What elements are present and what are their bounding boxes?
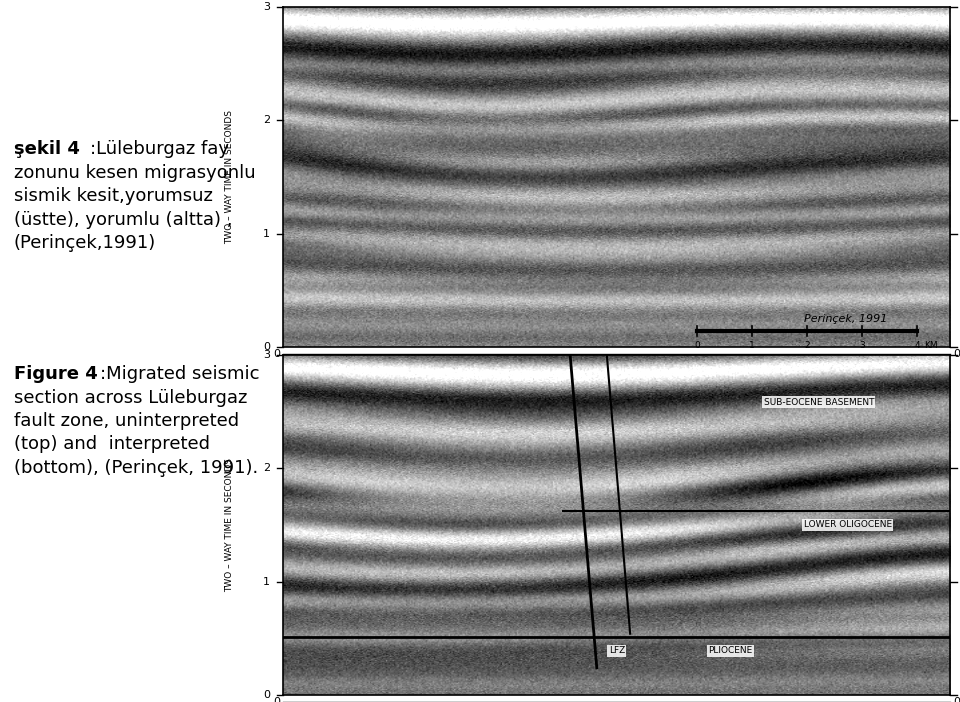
Text: 4: 4 — [914, 341, 920, 350]
Text: Perinçek, 1991: Perinçek, 1991 — [804, 314, 887, 324]
Text: NE: NE — [918, 355, 937, 368]
Text: şekil 4: şekil 4 — [13, 140, 80, 159]
Text: 0: 0 — [263, 343, 270, 352]
Text: 3: 3 — [859, 341, 865, 350]
Text: 0: 0 — [953, 350, 960, 359]
Text: 0: 0 — [694, 0, 700, 2]
Text: 0: 0 — [953, 697, 960, 702]
Text: 3: 3 — [859, 0, 865, 2]
Text: 4: 4 — [914, 0, 920, 2]
Text: section across Lüleburgaz: section across Lüleburgaz — [13, 388, 247, 406]
Text: :Lüleburgaz fay: :Lüleburgaz fay — [89, 140, 228, 159]
Text: :Migrated seismic: :Migrated seismic — [101, 365, 260, 383]
Text: 2: 2 — [804, 341, 810, 350]
Text: 1: 1 — [263, 229, 270, 239]
Text: 1: 1 — [749, 341, 755, 350]
Text: 3: 3 — [263, 2, 270, 12]
Text: 2: 2 — [804, 0, 810, 2]
Text: SUB-EOCENE BASEMENT: SUB-EOCENE BASEMENT — [763, 397, 875, 406]
Text: (Perinçek,1991): (Perinçek,1991) — [13, 234, 156, 252]
Text: PLIOCENE: PLIOCENE — [708, 647, 753, 655]
Text: 2: 2 — [263, 115, 270, 126]
Text: SW: SW — [297, 355, 320, 368]
Text: 0: 0 — [694, 341, 700, 350]
Text: (bottom), (Perinçek, 1991).: (bottom), (Perinçek, 1991). — [13, 459, 258, 477]
Text: KM: KM — [924, 341, 937, 350]
Text: (üstte), yorumlu (altta) ,: (üstte), yorumlu (altta) , — [13, 211, 232, 229]
Text: KM: KM — [924, 0, 937, 2]
Text: LFZ: LFZ — [609, 647, 625, 655]
Text: LOWER OLIGOCENE: LOWER OLIGOCENE — [804, 520, 892, 529]
Text: Figure 4: Figure 4 — [13, 365, 97, 383]
Text: 1: 1 — [263, 576, 270, 587]
Text: zonunu kesen migrasyonlu: zonunu kesen migrasyonlu — [13, 164, 255, 182]
Text: 3: 3 — [263, 350, 270, 359]
Text: 1: 1 — [749, 0, 755, 2]
Text: 0: 0 — [273, 350, 280, 359]
Text: TWO – WAY TIME IN SECONDS: TWO – WAY TIME IN SECONDS — [226, 458, 234, 592]
Text: 0: 0 — [273, 697, 280, 702]
Text: 2: 2 — [263, 463, 270, 473]
Text: TWO – WAY TIME IN SECONDS: TWO – WAY TIME IN SECONDS — [226, 110, 234, 244]
Text: (top) and  interpreted: (top) and interpreted — [13, 435, 209, 453]
Text: sismik kesit,yorumsuz: sismik kesit,yorumsuz — [13, 187, 212, 206]
Text: fault zone, uninterpreted: fault zone, uninterpreted — [13, 412, 239, 430]
Text: 0: 0 — [263, 690, 270, 700]
